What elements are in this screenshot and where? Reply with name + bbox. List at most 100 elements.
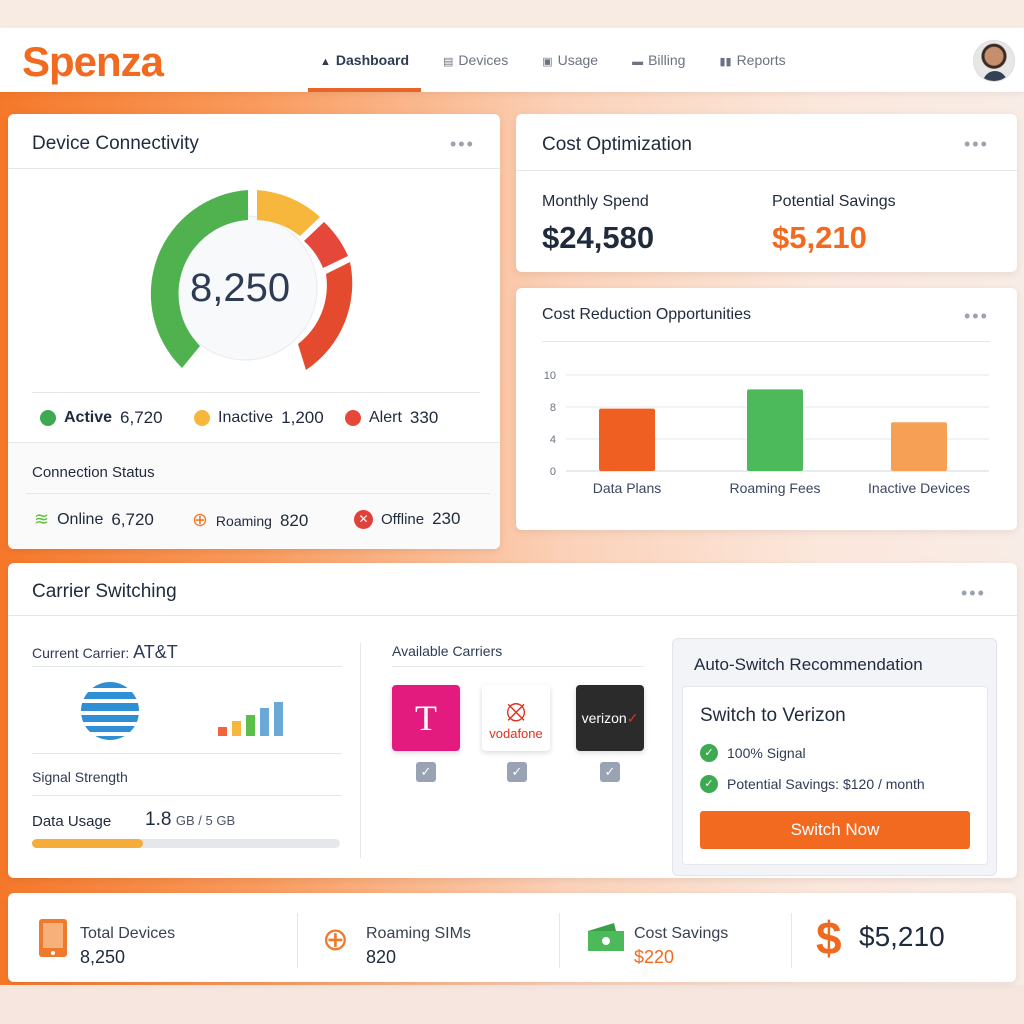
more-options-icon[interactable]: ••• <box>961 583 986 603</box>
legend-value: 330 <box>409 408 439 427</box>
kpi-label: Total Devices <box>80 925 176 942</box>
carrier-verizon[interactable]: verizon ✓ <box>576 685 644 751</box>
data-usage-progress-fill <box>32 839 143 848</box>
y-tick-label: 8 <box>550 402 556 414</box>
logo[interactable]: Spenza <box>22 38 164 85</box>
auto-switch-panel: Auto-Switch Recommendation Switch to Ver… <box>672 638 997 876</box>
more-options-icon[interactable]: ••• <box>964 134 989 154</box>
att-logo-icon <box>81 682 139 740</box>
cost-reduction-card: Cost Reduction Opportunities ••• 0 4 8 10 Da… <box>516 288 1017 530</box>
status-online: ≋ Online 6,720 <box>34 509 154 530</box>
legend-active: Active 6,720 <box>40 408 163 428</box>
y-tick-label: 4 <box>550 434 556 446</box>
status-value: 820 <box>279 510 309 530</box>
gauge-segment-active <box>150 190 248 368</box>
status-label: Roaming <box>215 512 272 529</box>
status-roaming: ⊕ Roaming 820 <box>192 509 308 532</box>
checkbox-tmobile[interactable]: ✓ <box>416 762 436 782</box>
check-circle-icon: ✓ <box>700 744 718 762</box>
kpi-value: 820 <box>366 947 397 967</box>
legend-label: Alert <box>369 409 402 426</box>
nav-label: Devices <box>458 52 509 68</box>
status-label: Offline <box>381 510 425 528</box>
avatar[interactable] <box>973 40 1015 82</box>
legend-label: Inactive <box>218 409 274 426</box>
gauge-segment-alert-2 <box>298 262 353 370</box>
legend-label: Active <box>64 409 113 426</box>
red-dot-icon <box>345 410 361 426</box>
carrier-vodafone[interactable]: ⦻ vodafone <box>482 685 550 751</box>
nav-label: Reports <box>736 52 786 68</box>
card-title: Cost Optimization <box>542 134 692 155</box>
status-value: 6,720 <box>111 509 154 529</box>
usage-amount: 1.8 <box>145 809 172 830</box>
globe-icon: ⊕ <box>192 510 208 531</box>
monthly-spend-label: Monthly Spend <box>542 193 649 210</box>
bar-data-plans[interactable] <box>599 408 655 471</box>
money-icon <box>588 923 624 951</box>
nav-reports[interactable]: ▮▮ Reports <box>719 52 785 68</box>
available-carriers-title: Available Carriers <box>392 643 503 659</box>
legend-inactive: Inactive 1,200 <box>194 408 324 428</box>
verizon-logo: verizon <box>581 710 627 726</box>
potential-savings-label: Potential Savings <box>772 193 896 210</box>
status-label: Online <box>57 510 104 528</box>
signal-bars-icon <box>218 702 283 736</box>
data-usage-progress <box>32 839 340 848</box>
kpi-value: 8,250 <box>80 947 126 967</box>
kpi-value: $220 <box>634 947 675 967</box>
potential-savings-value: $5,210 <box>772 220 867 255</box>
bar-chart-icon: ▮▮ <box>719 56 732 68</box>
status-value: 230 <box>432 509 461 528</box>
background-bottom <box>0 985 1024 1024</box>
current-carrier-value: AT&T <box>133 642 178 662</box>
bar-inactive-devices[interactable] <box>891 422 947 471</box>
legend-value: 6,720 <box>120 408 163 427</box>
switch-now-button[interactable]: Switch Now <box>700 811 970 849</box>
recommendation-heading: Switch to Verizon <box>700 705 846 726</box>
checkbox-vodafone[interactable]: ✓ <box>507 762 527 782</box>
card-title: Carrier Switching <box>32 581 177 602</box>
main-nav: ▲ Dashboard ▤ Devices ▣ Usage ▬ Billing ▮▮ Re… <box>307 52 786 92</box>
wifi-icon: ≋ <box>34 509 50 529</box>
y-tick-label: 0 <box>550 466 556 478</box>
x-tick-label: Roaming Fees <box>729 480 820 496</box>
cost-optimization-card: Cost Optimization ••• Monthly Spend $24,… <box>516 114 1017 272</box>
connection-status-title: Connection Status <box>32 464 155 481</box>
nav-usage[interactable]: ▣ Usage <box>542 52 598 68</box>
home-icon: ▲ <box>320 56 331 68</box>
yellow-dot-icon <box>194 410 210 426</box>
more-options-icon[interactable]: ••• <box>450 134 475 154</box>
gauge-segment-alert <box>304 222 348 268</box>
checkbox-verizon[interactable]: ✓ <box>600 762 620 782</box>
bar-roaming-fees[interactable] <box>747 389 803 471</box>
carrier-switching-card: Carrier Switching ••• Current Carrier: A… <box>8 563 1017 878</box>
y-tick-label: 10 <box>544 370 556 382</box>
nav-billing[interactable]: ▬ Billing <box>632 52 685 68</box>
background-top <box>0 0 1024 28</box>
carrier-tmobile[interactable]: T <box>392 685 460 751</box>
bar-chart: 0 4 8 10 Data Plans Roaming Fees Inactive Devi… <box>544 370 989 496</box>
more-options-icon[interactable]: ••• <box>964 306 989 326</box>
nav-devices[interactable]: ▤ Devices <box>443 52 508 68</box>
recommendation-box: Switch to Verizon ✓ 100% Signal ✓ Potentia… <box>682 686 988 865</box>
chart-title: Cost Reduction Opportunities <box>542 306 751 323</box>
dollar-icon: $ <box>816 912 842 964</box>
document-icon: ▣ <box>542 56 553 68</box>
recommendation-text: 100% Signal <box>727 745 806 761</box>
green-dot-icon <box>40 410 56 426</box>
check-circle-icon: ✓ <box>700 775 718 793</box>
nav-label: Billing <box>648 52 686 68</box>
list-icon: ▤ <box>443 56 454 68</box>
globe-icon: ⊕ <box>322 921 349 957</box>
gauge-segment-inactive <box>257 190 320 236</box>
kpi-label: Cost Savings <box>634 925 729 942</box>
data-usage-value: 1.8 GB / 5 GB <box>145 809 235 831</box>
current-carrier: Current Carrier: AT&T <box>32 642 178 663</box>
nav-dashboard[interactable]: ▲ Dashboard <box>307 52 422 92</box>
data-usage-label: Data Usage <box>32 813 112 830</box>
tmobile-logo: T <box>415 698 437 738</box>
top-nav-bar: Spenza ▲ Dashboard ▤ Devices ▣ Usage ▬ Billi… <box>0 28 1024 92</box>
auto-switch-title: Auto-Switch Recommendation <box>694 655 923 674</box>
monthly-spend-value: $24,580 <box>542 220 655 255</box>
